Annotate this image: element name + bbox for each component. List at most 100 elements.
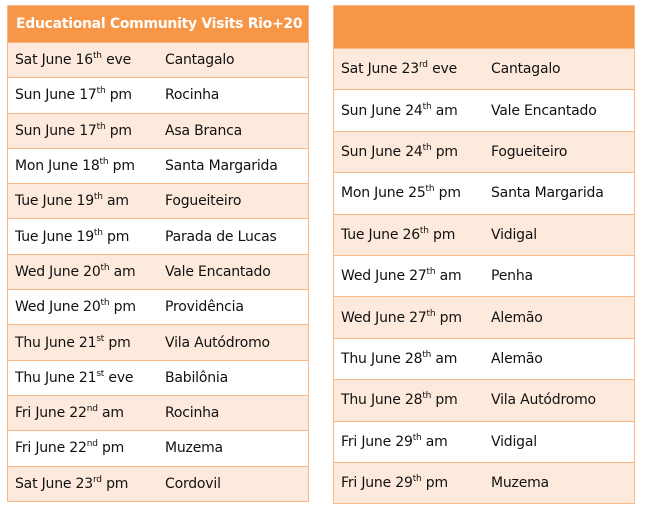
date-text: Sun June 24: [341, 102, 423, 119]
time-of-day: pm: [107, 228, 130, 245]
time-of-day: pm: [109, 87, 132, 104]
date-suffix: rd: [92, 474, 102, 485]
date-text: Fri June 22: [15, 405, 87, 422]
time-of-day: pm: [425, 475, 448, 492]
time-of-day: eve: [108, 369, 134, 386]
visit-date: Fri June 29th pm: [334, 474, 491, 492]
table-row: Sun June 17th pm Rocinha: [8, 77, 308, 113]
community-name: Babilônia: [165, 369, 228, 386]
date-suffix: th: [93, 192, 103, 203]
date-text: Thu June 28: [341, 392, 423, 409]
table-row: Fri June 22nd pm Muzema: [8, 430, 308, 466]
time-of-day: pm: [101, 440, 125, 457]
table-row: Sat June 23rd eve Cantagalo: [334, 48, 634, 90]
date-text: Tue June 19: [15, 228, 94, 245]
date-suffix: th: [100, 262, 110, 273]
date-text: Mon June 25: [341, 185, 426, 202]
table-row: Thu June 21st pm Vila Autódromo: [8, 324, 308, 360]
table-row: Wed June 27th pm Alemão: [334, 296, 634, 338]
visit-date: Wed June 27th am: [334, 267, 491, 285]
time-of-day: am: [439, 268, 462, 285]
community-name: Cantagalo: [491, 61, 561, 78]
community-name: Muzema: [491, 475, 549, 492]
date-suffix: th: [422, 101, 432, 112]
date-text: Wed June 20: [15, 299, 101, 316]
time-of-day: pm: [109, 122, 132, 139]
table-row: Sun June 17th pm Asa Branca: [8, 112, 308, 148]
visit-date: Tue June 26th pm: [334, 225, 491, 243]
visit-date: Wed June 20th pm: [8, 299, 165, 316]
time-of-day: eve: [106, 52, 131, 69]
date-text: Sun June 24: [341, 143, 423, 160]
time-of-day: pm: [108, 334, 131, 351]
date-suffix: th: [99, 157, 109, 168]
date-text: Sat June 23: [341, 61, 419, 78]
table-row: Fri June 29th am Vidigal: [334, 420, 634, 462]
date-suffix: th: [412, 432, 422, 443]
date-suffix: th: [422, 142, 432, 153]
time-of-day: am: [435, 102, 458, 119]
table-row: Thu June 21st eve Babilônia: [8, 359, 308, 395]
visit-date: Fri June 22nd am: [8, 404, 165, 422]
community-name: Rocinha: [165, 87, 220, 104]
visit-date: Thu June 21st eve: [8, 368, 165, 386]
table-row: Fri June 22nd am Rocinha: [8, 394, 308, 431]
date-suffix: th: [412, 474, 422, 485]
visit-date: Wed June 27th pm: [334, 309, 491, 326]
community-name: Santa Margarida: [491, 185, 604, 202]
time-of-day: eve: [432, 61, 458, 78]
visit-date: Wed June 20th am: [8, 262, 165, 280]
date-suffix: th: [96, 86, 106, 97]
visit-date: Sun June 24th am: [334, 101, 491, 119]
visits-table-right: Sat June 23rd eve Cantagalo Sun June 24th …: [333, 5, 635, 505]
table-row: Tue June 26th pm Vidigal: [334, 213, 634, 255]
community-name: Vila Autódromo: [491, 392, 596, 409]
date-suffix: th: [422, 391, 432, 402]
time-of-day: pm: [438, 185, 461, 202]
date-suffix: th: [419, 225, 429, 236]
community-name: Santa Margarida: [165, 158, 278, 175]
community-name: Vidigal: [491, 226, 537, 243]
community-name: Cantagalo: [165, 52, 235, 69]
visit-date: Fri June 29th am: [334, 432, 491, 450]
time-of-day: am: [435, 350, 458, 367]
table-row: Mon June 18th pm Santa Margarida: [8, 147, 308, 184]
visit-date: Sat June 23rd eve: [334, 60, 491, 78]
table-row: Thu June 28th am Alemão: [334, 337, 634, 380]
table-row: Mon June 25th pm Santa Margarida: [334, 172, 634, 214]
date-suffix: th: [426, 267, 436, 278]
visit-date: Mon June 25th pm: [334, 185, 491, 202]
date-text: Wed June 27: [341, 309, 427, 326]
date-suffix: th: [422, 349, 432, 360]
table-row: Fri June 29th pm Muzema: [334, 461, 634, 504]
visit-date: Sun June 24th pm: [334, 142, 491, 160]
date-text: Fri June 29: [341, 433, 413, 450]
date-suffix: st: [96, 333, 105, 344]
date-text: Tue June 19: [15, 193, 94, 210]
date-suffix: nd: [86, 439, 98, 450]
time-of-day: pm: [106, 475, 129, 492]
community-name: Vale Encantado: [491, 102, 597, 119]
date-suffix: th: [92, 51, 102, 62]
table-row: Tue June 19th am Fogueiteiro: [8, 183, 308, 219]
date-suffix: nd: [86, 404, 98, 415]
time-of-day: pm: [433, 226, 456, 243]
time-of-day: am: [425, 433, 448, 450]
table-row: Wed June 27th am Penha: [334, 254, 634, 297]
date-text: Sun June 17: [15, 87, 97, 104]
date-suffix: st: [96, 368, 105, 379]
date-text: Thu June 21: [15, 334, 97, 351]
visit-date: Tue June 19th pm: [8, 228, 165, 245]
community-name: Alemão: [491, 350, 543, 367]
date-text: Sat June 23: [15, 475, 93, 492]
time-of-day: am: [101, 405, 124, 422]
time-of-day: am: [113, 263, 136, 280]
date-text: Sat June 16: [15, 52, 93, 69]
date-text: Thu June 21: [15, 369, 97, 386]
time-of-day: pm: [439, 309, 462, 326]
visit-date: Sat June 16th eve: [8, 51, 165, 69]
date-text: Mon June 18: [15, 158, 100, 175]
table-row: Sat June 16th eve Cantagalo: [8, 42, 308, 78]
time-of-day: pm: [435, 392, 458, 409]
date-suffix: rd: [418, 60, 428, 71]
